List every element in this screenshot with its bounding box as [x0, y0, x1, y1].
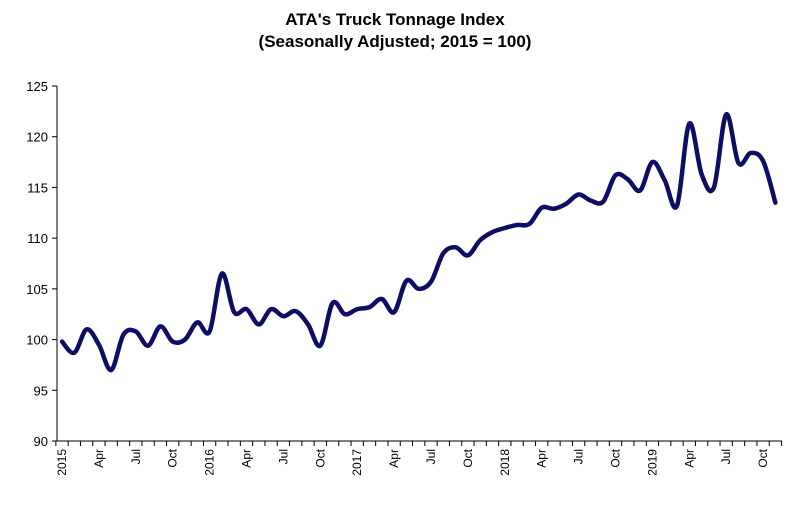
x-tick-label: Jul [424, 449, 438, 464]
chart-title: ATA's Truck Tonnage Index [285, 10, 505, 29]
x-tick-label: Oct [461, 448, 475, 467]
x-tick-label: Apr [240, 449, 254, 468]
x-tick-label: 2018 [498, 449, 512, 476]
x-tick-label: Oct [313, 448, 327, 467]
y-tick-label: 95 [34, 383, 48, 398]
x-tick-label: Apr [535, 449, 549, 468]
x-tick-label: Jul [129, 449, 143, 464]
x-tick-label: Jul [719, 449, 733, 464]
x-tick-label: Apr [92, 449, 106, 468]
x-tick-label: Jul [276, 449, 290, 464]
y-tick-label: 100 [26, 333, 48, 348]
x-tick-label: 2015 [55, 449, 69, 476]
x-tick-label: Oct [609, 448, 623, 467]
x-tick-label: 2017 [350, 449, 364, 476]
x-tick-label: Oct [166, 448, 180, 467]
x-tick-label: Jul [572, 449, 586, 464]
x-tick-label: 2019 [645, 449, 659, 476]
series-line [59, 112, 778, 373]
x-tick-label: Apr [387, 449, 401, 468]
y-tick-label: 110 [27, 231, 48, 246]
chart-subtitle: (Seasonally Adjusted; 2015 = 100) [258, 32, 532, 51]
x-tick-label: 2016 [203, 449, 217, 476]
y-tick-label: 105 [26, 282, 48, 297]
x-tick-label: Apr [682, 449, 696, 468]
y-tick-label: 90 [34, 434, 48, 449]
x-tick-label: Oct [756, 448, 770, 467]
y-tick-label: 125 [26, 79, 48, 94]
y-tick-label: 120 [26, 130, 48, 145]
y-tick-label: 115 [27, 180, 48, 195]
